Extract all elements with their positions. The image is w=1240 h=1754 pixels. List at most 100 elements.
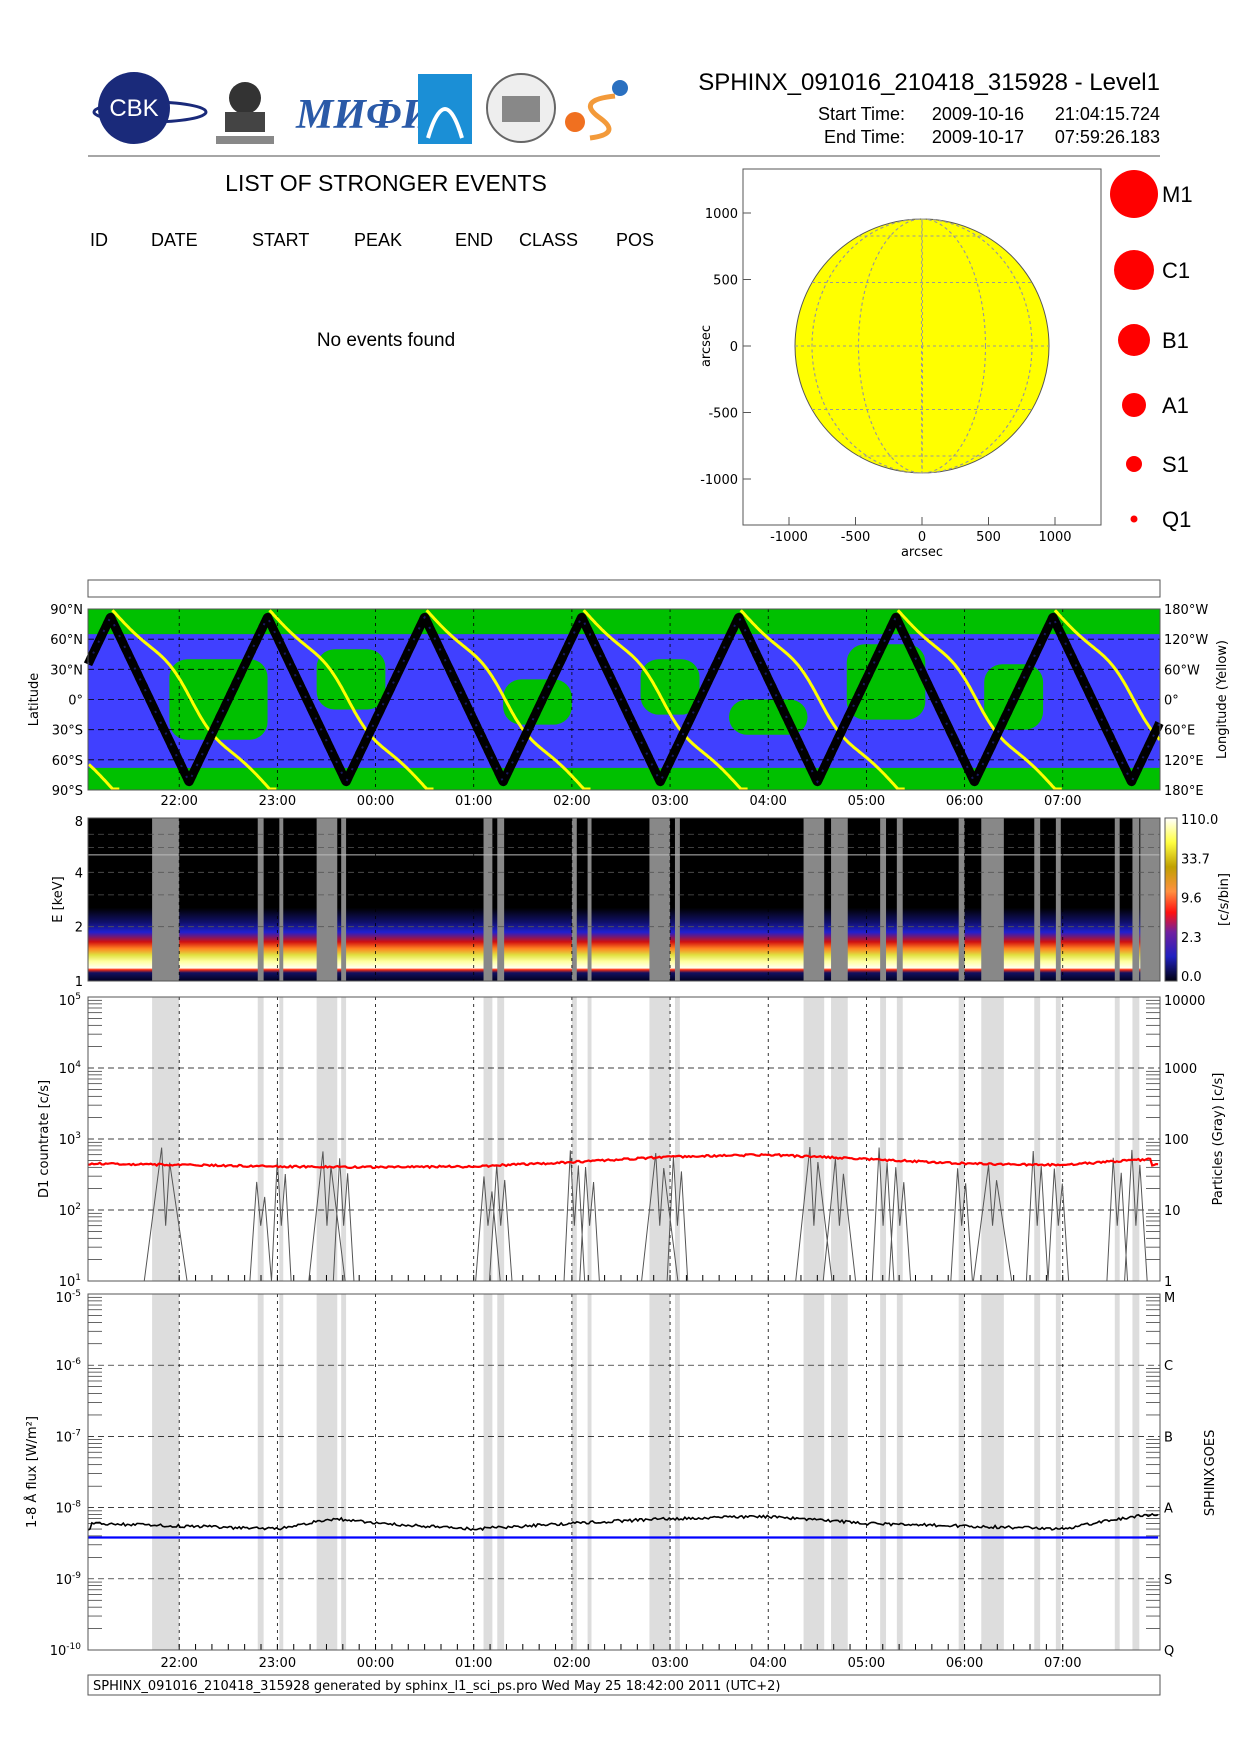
data-gap-band [341, 818, 346, 981]
flux-axis-label: 1-8 Å flux [W/m²] [24, 1416, 40, 1528]
class-marker-c1 [1114, 250, 1154, 290]
data-gap-band [572, 818, 577, 981]
time-tick-label: 02:00 [553, 1656, 590, 1671]
data-gap-band [649, 818, 670, 981]
particles-axis-label: Particles (Gray) [c/s] [1211, 1073, 1226, 1206]
y-tick-label: 10-6 [55, 1357, 81, 1374]
energy-axis-label: E [keV] [51, 876, 66, 922]
sun-map: arcsec arcsec -1000 -500 0 500 1000 1000 500 0 -… [699, 169, 1101, 560]
x-tick-label: -500 [841, 530, 871, 545]
exponent: 2 [75, 1202, 81, 1212]
y-tick-label: 101 [59, 1273, 81, 1290]
data-gap-band [880, 818, 886, 981]
goes-legend-label: GOES [1203, 1430, 1218, 1467]
y-tick-label: 10-9 [55, 1571, 81, 1588]
y2-tick-label: B [1164, 1430, 1173, 1445]
data-gap-band [341, 1294, 346, 1650]
column-header-class: CLASS [519, 230, 578, 250]
y2-tick-label: 1000 [1164, 1062, 1197, 1077]
column-header-peak: PEAK [354, 230, 402, 250]
y2-tick-label: Q [1164, 1644, 1174, 1659]
colorbar-tick-label: 9.6 [1181, 892, 1202, 907]
data-gap-band [981, 818, 1004, 981]
class-marker-m1 [1110, 170, 1158, 218]
green-region-north [88, 609, 1160, 634]
x-tick-label: -1000 [770, 530, 808, 545]
data-gap-band [675, 818, 680, 981]
time-tick-label: 05:00 [848, 1656, 885, 1671]
time-tick-label: 03:00 [651, 1656, 688, 1671]
data-gap-band [484, 1294, 493, 1650]
flux-panel: 10-5 10-6 10-7 10-8 10-9 10-10 M C B A S Q 1-8 Å flu… [24, 1289, 1218, 1659]
roscosmos-logo [418, 74, 472, 144]
exponent: -8 [72, 1500, 81, 1510]
footer-text: SPHINX_091016_210418_315928 generated by… [93, 1679, 780, 1694]
exponent: 1 [75, 1273, 81, 1283]
mifi-logo: MИФИ [295, 92, 436, 138]
latitude-tick-label: 0° [68, 694, 83, 709]
time-tick-label: 00:00 [357, 794, 394, 809]
data-gap-band [675, 1294, 680, 1650]
x-tick-label: 0 [918, 530, 926, 545]
exponent: 5 [75, 992, 81, 1002]
data-gap-band [152, 1294, 179, 1650]
data-gap-band [1132, 818, 1139, 981]
y2-tick-label: 10 [1164, 1204, 1181, 1219]
y-tick-label: 102 [59, 1202, 81, 1219]
data-gap-band [588, 1294, 592, 1650]
sun-map-xlabel: arcsec [901, 545, 943, 560]
time-tick-label: 07:00 [1044, 1656, 1081, 1671]
class-marker-a1 [1122, 393, 1146, 417]
cbk-logo: CBK [94, 72, 206, 144]
data-gap-band [279, 818, 283, 981]
data-gap-band [317, 818, 338, 981]
end-time-label: End Time: [824, 127, 905, 147]
colorbar-tick-label: 0.0 [1181, 970, 1202, 985]
data-gap-band [1056, 1294, 1061, 1650]
data-gap-band [804, 818, 825, 981]
class-label-a1: A1 [1162, 393, 1189, 418]
start-date: 2009-10-16 [932, 104, 1024, 124]
time-tick-label: 01:00 [455, 794, 492, 809]
longitude-tick-label: 120°E [1164, 754, 1204, 769]
latitude-tick-label: 30°N [50, 663, 83, 678]
y-tick-label: -500 [708, 407, 738, 422]
data-gap-band [897, 1294, 903, 1650]
energy-tick-label: 2 [75, 921, 83, 936]
class-marker-s1 [1126, 456, 1142, 472]
data-gap-band [1056, 818, 1061, 981]
data-gap-band [981, 1294, 1004, 1650]
longitude-tick-label: 60°E [1164, 724, 1195, 739]
exponent: -6 [72, 1357, 81, 1367]
y-tick-label: 10-8 [55, 1500, 81, 1517]
end-time: 07:59:26.183 [1055, 127, 1160, 147]
y-tick-label: 1000 [705, 207, 738, 222]
latitude-tick-label: 90°S [52, 784, 83, 799]
longitude-tick-label: 120°W [1164, 633, 1208, 648]
exponent: -10 [66, 1642, 81, 1652]
data-gap-band [959, 818, 965, 981]
data-gap-band [497, 818, 504, 981]
time-tick-label: 01:00 [455, 1656, 492, 1671]
data-gap-band [497, 1294, 504, 1650]
data-gap-band [572, 1294, 577, 1650]
data-gap-band [317, 1294, 338, 1650]
y-tick-label: 10-7 [55, 1428, 81, 1445]
start-time: 21:04:15.724 [1055, 104, 1160, 124]
energy-tick-label: 8 [75, 815, 83, 830]
latitude-axis-label: Latitude [27, 673, 42, 727]
end-date: 2009-10-17 [932, 127, 1024, 147]
green-region [317, 649, 386, 709]
latitude-tick-label: 30°S [52, 724, 83, 739]
y-tick-label: -1000 [700, 473, 738, 488]
longitude-tick-label: 180°W [1164, 603, 1208, 618]
latitude-tick-label: 60°N [50, 633, 83, 648]
time-tick-label: 03:00 [651, 794, 688, 809]
y-tick-label: 500 [713, 274, 738, 289]
class-label-b1: B1 [1162, 328, 1189, 353]
data-gap-band [649, 1294, 670, 1650]
svg-text:MИФИ: MИФИ [295, 92, 436, 138]
spectrogram-panel: 1 2 4 8 E [keV] 110.0 33.7 9.6 2.3 0.0 [c/s/bin] [51, 813, 1232, 990]
y2-tick-label: M [1164, 1291, 1175, 1306]
exponent: 3 [75, 1131, 81, 1141]
